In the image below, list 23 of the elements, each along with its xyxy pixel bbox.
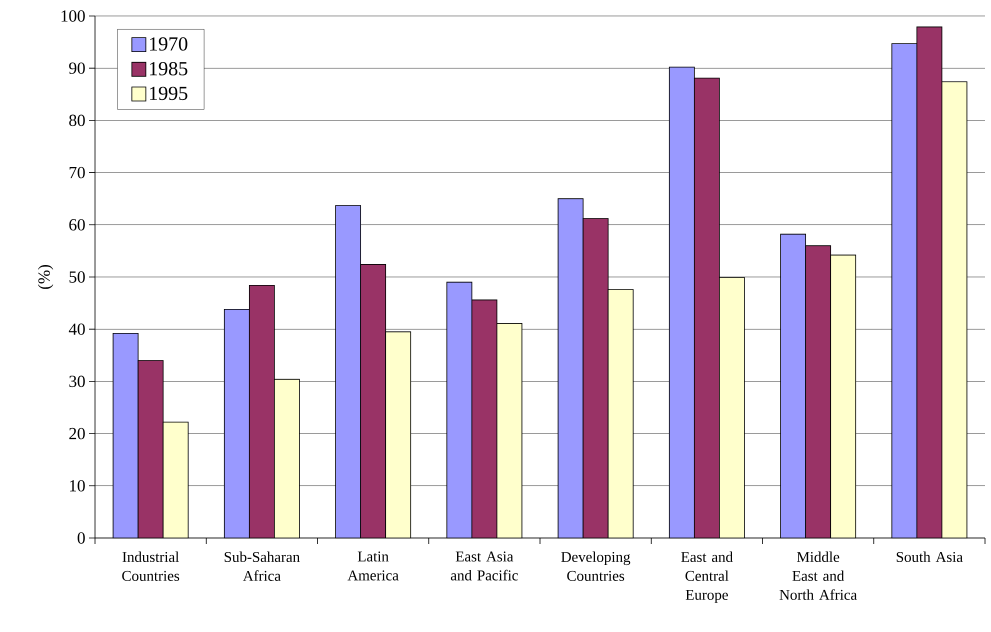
x-tick-label: South Asia (896, 552, 963, 562)
y-tick-label: 80 (69, 114, 85, 126)
x-tick-label: Industrial Countries (122, 552, 180, 581)
y-axis-title: (%) (38, 265, 54, 289)
y-tick-label: 40 (68, 323, 85, 335)
y-tick-label: 100 (62, 10, 85, 22)
x-tick-label: Middle East and North Africa (780, 552, 857, 600)
x-tick-label: East Asia and Pacific (450, 552, 518, 580)
x-tick-label: Sub-Saharan Africa (224, 552, 300, 581)
y-tick-label: 0 (78, 532, 85, 544)
y-tick-label: 70 (70, 166, 85, 178)
legend-label: 1970 (150, 37, 188, 51)
legend-label: 1995 (150, 86, 188, 100)
legend-label: 1985 (150, 62, 188, 76)
y-tick-label: 60 (69, 219, 85, 231)
y-tick-label: 90 (69, 62, 85, 74)
x-tick-label: Latin America (348, 552, 399, 580)
y-tick-label: 20 (69, 428, 85, 440)
x-tick-label: Developing Countries (561, 552, 630, 581)
y-tick-label: 50 (70, 271, 85, 283)
x-tick-label: East and Central Europe (681, 552, 733, 603)
y-tick-label: 30 (69, 376, 85, 388)
y-tick-label: 10 (70, 480, 85, 492)
